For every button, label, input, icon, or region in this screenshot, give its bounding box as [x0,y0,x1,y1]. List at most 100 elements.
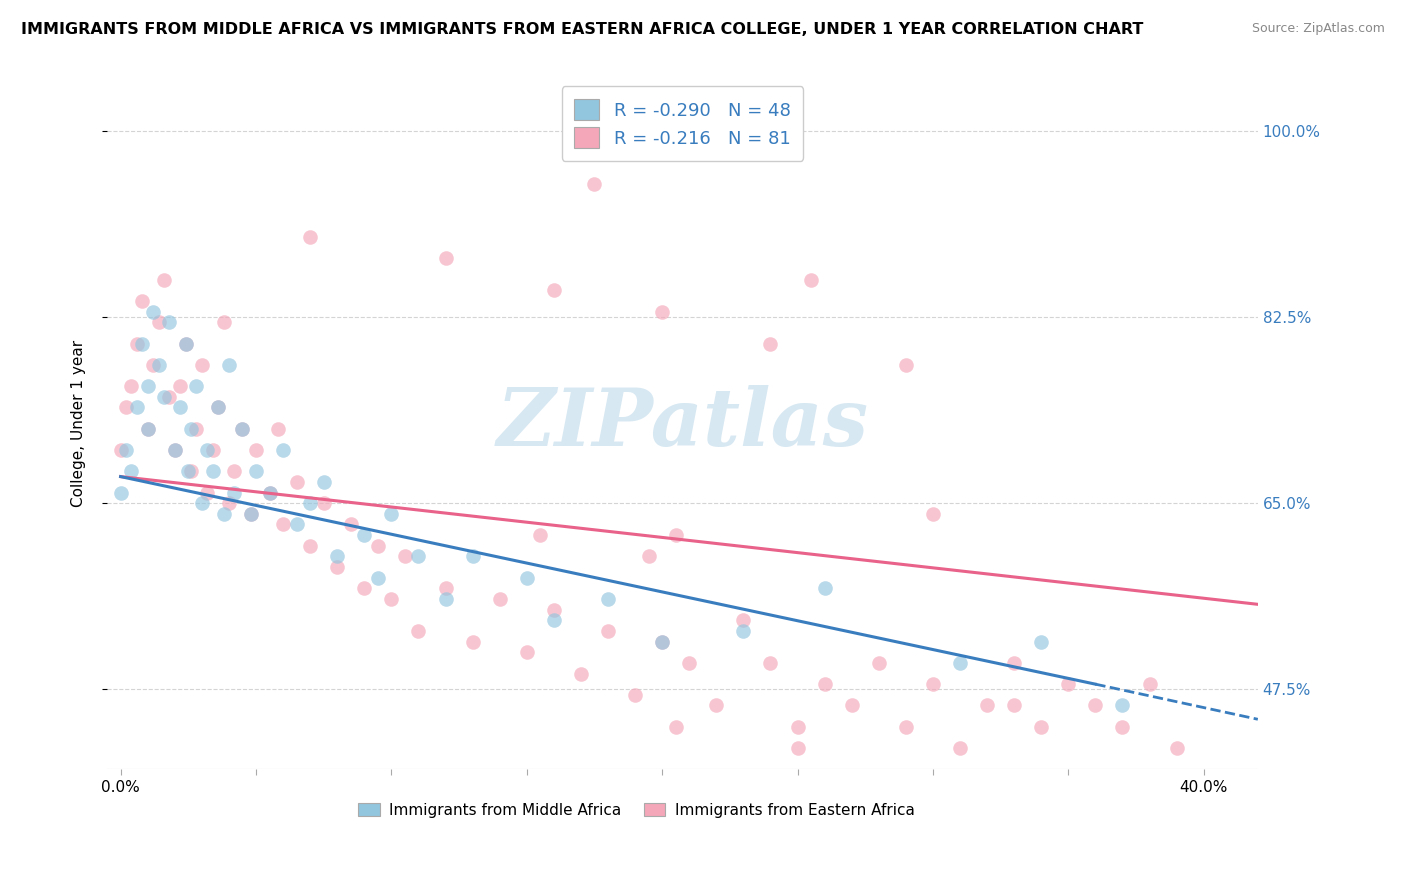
Point [131,336,153,351]
Point [800,273,823,287]
Point [529,528,551,542]
Point [516,571,538,585]
Point [163,442,186,457]
Point [115,401,138,415]
Point [894,720,917,734]
Point [1057,677,1080,691]
Point [1031,720,1053,734]
Point [285,475,308,489]
Point [759,656,782,670]
Point [201,442,224,457]
Point [1111,698,1133,713]
Point [1002,698,1025,713]
Point [271,517,294,532]
Point [949,741,972,756]
Point [131,293,153,308]
Point [186,422,208,436]
Point [394,549,416,564]
Point [841,698,863,713]
Point [186,379,208,393]
Point [1084,698,1107,713]
Point [786,720,808,734]
Point [180,464,202,478]
Point [813,677,835,691]
Point [733,613,755,627]
Point [665,720,688,734]
Point [733,624,755,638]
Point [125,401,148,415]
Point [1139,677,1161,691]
Point [868,656,890,670]
Point [813,582,835,596]
Point [245,442,267,457]
Point [142,304,165,318]
Point [191,496,214,510]
Point [169,401,191,415]
Point [231,422,253,436]
Point [367,571,389,585]
Point [367,539,389,553]
Point [543,283,565,297]
Point [583,177,606,191]
Point [110,485,132,500]
Point [299,539,322,553]
Legend: Immigrants from Middle Africa, Immigrants from Eastern Africa: Immigrants from Middle Africa, Immigrant… [353,797,921,824]
Point [125,336,148,351]
Point [153,273,176,287]
Point [177,464,200,478]
Point [195,485,218,500]
Point [408,624,430,638]
Point [259,485,281,500]
Point [148,358,170,372]
Point [218,496,240,510]
Point [461,634,484,648]
Point [949,656,972,670]
Point [353,528,375,542]
Point [1031,634,1053,648]
Point [543,613,565,627]
Point [1166,741,1188,756]
Point [704,698,727,713]
Text: IMMIGRANTS FROM MIDDLE AFRICA VS IMMIGRANTS FROM EASTERN AFRICA COLLEGE, UNDER 1: IMMIGRANTS FROM MIDDLE AFRICA VS IMMIGRA… [21,22,1143,37]
Point [651,304,673,318]
Point [218,358,240,372]
Point [380,507,402,521]
Point [516,645,538,659]
Point [339,517,361,532]
Point [596,624,619,638]
Text: Source: ZipAtlas.com: Source: ZipAtlas.com [1251,22,1385,36]
Point [759,336,782,351]
Point [922,677,945,691]
Y-axis label: College, Under 1 year: College, Under 1 year [72,340,86,507]
Point [212,315,235,329]
Point [665,528,688,542]
Point [651,634,673,648]
Point [163,442,186,457]
Point [266,422,288,436]
Point [207,401,229,415]
Point [201,464,224,478]
Point [169,379,191,393]
Point [136,379,159,393]
Point [224,464,246,478]
Point [596,592,619,607]
Point [1111,720,1133,734]
Point [312,475,335,489]
Point [894,358,917,372]
Point [312,496,335,510]
Point [259,485,281,500]
Point [271,442,294,457]
Point [434,582,457,596]
Point [624,688,647,702]
Point [569,666,592,681]
Point [180,422,202,436]
Point [434,252,457,266]
Point [488,592,510,607]
Point [461,549,484,564]
Point [142,358,165,372]
Point [651,634,673,648]
Point [245,464,267,478]
Point [353,582,375,596]
Point [120,464,142,478]
Point [157,390,180,404]
